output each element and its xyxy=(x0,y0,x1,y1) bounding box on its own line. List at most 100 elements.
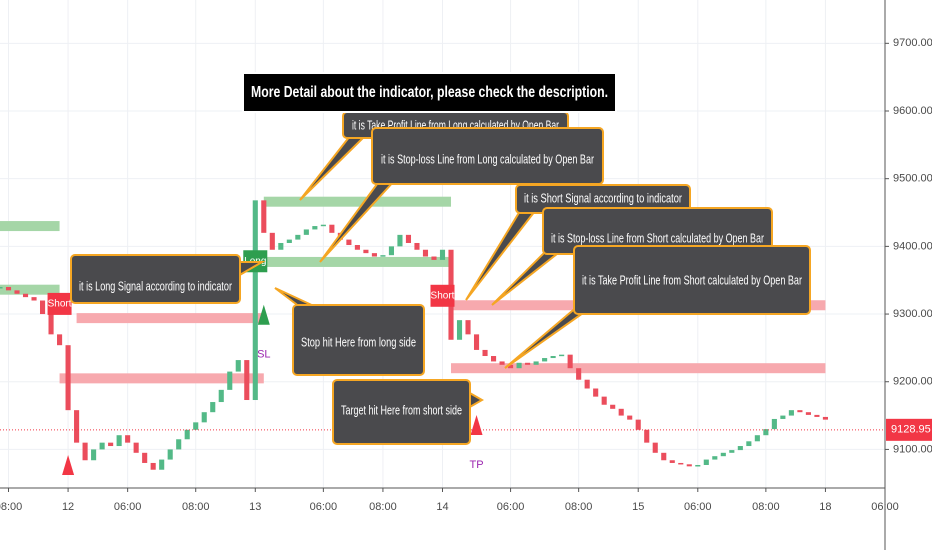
candle xyxy=(210,402,216,413)
candle xyxy=(686,464,692,467)
candle xyxy=(482,349,488,357)
signal-label: Short xyxy=(431,290,455,301)
candle xyxy=(150,462,156,470)
candle xyxy=(0,286,3,289)
candle xyxy=(99,442,105,450)
candle xyxy=(550,356,556,359)
candle xyxy=(465,320,471,335)
candle xyxy=(176,439,182,450)
callout: it is Stop-loss Line from Long calculate… xyxy=(319,127,604,263)
candle xyxy=(133,442,139,453)
candle xyxy=(499,361,505,365)
candle xyxy=(456,320,463,340)
candle xyxy=(405,234,412,243)
candle xyxy=(397,234,403,247)
callout-box xyxy=(573,245,811,315)
y-tick-label: 9500.00 xyxy=(893,173,932,185)
level-band xyxy=(76,313,264,324)
candle xyxy=(431,256,437,260)
candle xyxy=(771,418,777,430)
last-price-label: 9128.95 xyxy=(891,424,931,436)
level-band xyxy=(0,284,60,295)
title-background xyxy=(242,72,617,113)
candle xyxy=(788,410,794,416)
x-tick-label: 08:00 xyxy=(565,501,593,513)
candle xyxy=(610,404,616,409)
y-tick-label: 9100.00 xyxy=(893,443,932,455)
candle xyxy=(125,435,131,443)
candle xyxy=(508,364,514,369)
candle xyxy=(295,234,301,240)
candle xyxy=(218,389,224,403)
callout: it is Take Profit Line from Short calcul… xyxy=(504,245,811,369)
candle xyxy=(805,412,811,415)
candle xyxy=(320,224,326,227)
candle xyxy=(439,249,446,260)
candle xyxy=(278,242,284,250)
x-tick-label: 06:00 xyxy=(684,501,712,513)
candle xyxy=(780,415,786,419)
callout-box xyxy=(292,304,425,376)
candle xyxy=(644,429,650,443)
x-tick-label: 12 xyxy=(62,501,74,513)
signal-tag xyxy=(47,292,72,315)
callout-text: it is Stop-loss Line from Short calculat… xyxy=(551,230,764,245)
candle xyxy=(227,371,233,390)
candle xyxy=(363,249,369,254)
candle xyxy=(635,419,641,430)
callout: it is Stop-loss Line from Short calculat… xyxy=(491,207,773,306)
level-band xyxy=(0,221,60,232)
callout: it is Long Signal according to indicator xyxy=(70,254,266,304)
callout-text: it is Take Profit Line from Short calcul… xyxy=(582,272,802,287)
candle xyxy=(48,314,54,335)
candle xyxy=(116,435,122,447)
x-tick-label: 08:00 xyxy=(369,501,397,513)
candle xyxy=(576,368,582,380)
signal-label: Short xyxy=(48,299,72,310)
candle xyxy=(5,286,12,291)
candle xyxy=(91,449,97,461)
candle xyxy=(618,408,624,416)
callout-box xyxy=(371,127,604,185)
candle xyxy=(491,356,497,362)
y-tick-label: 9600.00 xyxy=(893,105,932,117)
candle xyxy=(729,450,735,453)
chart-title: More Detail about the indicator, please … xyxy=(251,84,608,101)
candle xyxy=(14,290,20,294)
candle xyxy=(669,460,675,463)
x-tick-label: 06:00 xyxy=(497,501,525,513)
level-band xyxy=(263,256,452,267)
signal-arrow xyxy=(62,454,75,475)
candle xyxy=(286,239,292,243)
candle xyxy=(712,456,718,460)
x-tick-label: 14 xyxy=(436,501,448,513)
candle xyxy=(108,442,114,447)
x-tick-label: 08:00 xyxy=(182,501,210,513)
candle xyxy=(329,224,335,233)
candle xyxy=(193,422,199,430)
signal-arrow xyxy=(257,304,270,325)
candle xyxy=(516,362,522,369)
candle xyxy=(346,239,352,246)
callout: Stop hit Here from long side xyxy=(274,287,425,376)
x-tick-label: 06:00 xyxy=(114,501,142,513)
signal-tag xyxy=(430,284,455,307)
candle xyxy=(65,345,71,411)
candle xyxy=(661,452,667,461)
candle xyxy=(627,415,633,420)
candle xyxy=(303,229,309,235)
candle xyxy=(22,293,29,298)
candle xyxy=(593,388,599,397)
candle xyxy=(567,354,573,369)
candle xyxy=(601,396,607,405)
y-tick-label: 9200.00 xyxy=(893,376,932,388)
candle xyxy=(822,416,828,420)
candle xyxy=(737,446,743,451)
callout-text: it is Short Signal according to indicato… xyxy=(524,190,682,205)
candle xyxy=(584,379,590,389)
last-price-tag xyxy=(886,418,932,441)
candle xyxy=(542,358,548,362)
candle xyxy=(703,459,709,465)
candle xyxy=(652,442,658,453)
x-tick-label: 13 xyxy=(249,501,261,513)
